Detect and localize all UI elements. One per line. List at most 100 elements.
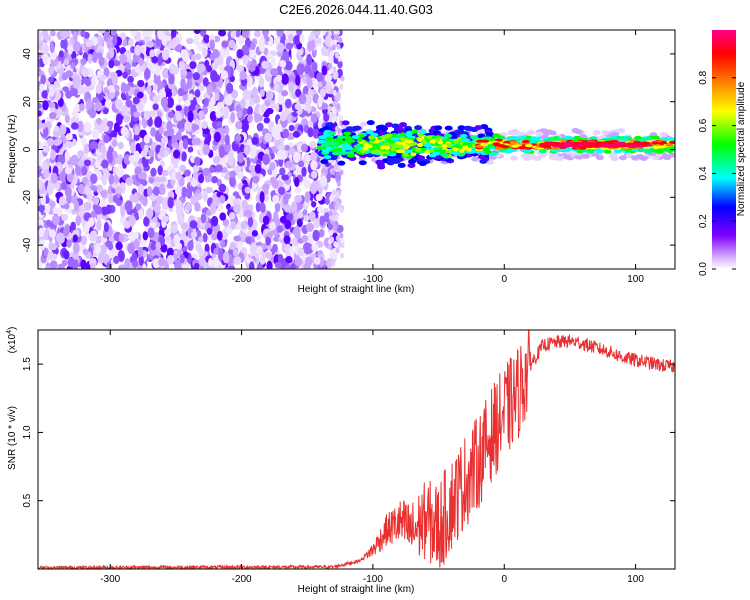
heatmap-cell xyxy=(190,54,197,62)
heatmap-cell xyxy=(228,149,234,160)
heatmap-cell xyxy=(331,117,336,124)
heatmap-cell xyxy=(103,107,109,115)
heatmap-cell xyxy=(264,251,272,259)
heatmap-cell xyxy=(63,250,70,260)
heatmap-cell xyxy=(109,130,118,138)
heatmap-cell xyxy=(89,141,98,150)
heatmap-cell xyxy=(266,90,274,101)
heatmap-cell xyxy=(306,103,312,114)
heatmap-cell xyxy=(38,227,45,238)
heatmap-cell xyxy=(175,171,182,181)
heatmap-cell xyxy=(159,183,166,195)
heatmap-cell xyxy=(471,156,480,162)
heatmap-cell xyxy=(353,144,362,149)
heatmap-cell xyxy=(49,50,57,61)
heatmap-cell xyxy=(152,94,161,102)
heatmap-cell xyxy=(351,126,360,132)
heatmap-cell xyxy=(92,96,100,104)
heatmap-cell xyxy=(80,136,87,147)
heatmap-cell xyxy=(276,42,285,53)
heatmap-cell xyxy=(198,247,205,259)
heatmap-cell xyxy=(319,88,326,98)
heatmap-cell xyxy=(116,165,124,178)
heatmap-cell xyxy=(109,71,118,79)
heatmap-cell xyxy=(285,160,294,168)
heatmap-cell xyxy=(95,235,103,244)
heatmap-cell xyxy=(104,99,112,108)
heatmap-cell xyxy=(129,30,138,37)
heatmap-cell xyxy=(104,169,110,180)
heatmap-cell xyxy=(251,136,259,145)
heatmap-cell xyxy=(42,54,50,65)
heatmap-cell xyxy=(535,131,544,137)
heatmap-cell xyxy=(317,96,323,108)
x-tick-label: -100 xyxy=(363,574,383,585)
heatmap-cell xyxy=(547,136,556,141)
heatmap-cell xyxy=(505,149,514,154)
heatmap-cell xyxy=(410,129,419,134)
heatmap-cell xyxy=(103,134,110,144)
heatmap-cell xyxy=(147,30,154,36)
heatmap-cell xyxy=(71,50,77,60)
heatmap-cell xyxy=(454,129,463,135)
heatmap-cell xyxy=(160,97,169,109)
heatmap-cell xyxy=(99,74,107,81)
heatmap-cell xyxy=(334,204,339,211)
heatmap-cell xyxy=(222,218,230,227)
heatmap-cell xyxy=(78,183,85,194)
heatmap-cell xyxy=(214,131,221,143)
heatmap-cell xyxy=(274,202,281,213)
heatmap-cell xyxy=(142,230,149,241)
heatmap-cell xyxy=(327,105,332,112)
heatmap-cell xyxy=(275,74,282,83)
heatmap-cell xyxy=(135,143,141,151)
heatmap-cell xyxy=(659,132,668,138)
heatmap-cell xyxy=(309,182,318,194)
heatmap-cell xyxy=(150,242,156,251)
heatmap-cell xyxy=(38,259,43,269)
heatmap-cell xyxy=(72,74,81,87)
heatmap-cell xyxy=(320,46,328,57)
heatmap-cell xyxy=(633,135,642,140)
heatmap-cell xyxy=(209,111,217,122)
heatmap-cell xyxy=(107,151,114,164)
heatmap-cell xyxy=(198,173,205,184)
heatmap-cell xyxy=(216,230,223,241)
heatmap-cell xyxy=(334,52,339,59)
heatmap-cell xyxy=(203,97,209,108)
heatmap-cell xyxy=(215,109,223,119)
heatmap-cell xyxy=(340,75,345,82)
heatmap-cell xyxy=(410,152,417,157)
heatmap-cell xyxy=(380,125,389,131)
heatmap-cell xyxy=(57,263,65,269)
heatmap-cell xyxy=(86,180,92,188)
heatmap-cell xyxy=(63,227,70,237)
heatmap-cell xyxy=(229,212,236,220)
heatmap-cell xyxy=(70,62,76,70)
heatmap-cell xyxy=(38,110,42,117)
heatmap-cell xyxy=(277,253,284,264)
heatmap-cell xyxy=(115,186,123,194)
heatmap-cell xyxy=(182,138,189,150)
heatmap-cell xyxy=(211,232,218,241)
heatmap-cell xyxy=(282,128,290,139)
heatmap-cell xyxy=(298,160,305,168)
heatmap-cell xyxy=(134,166,142,176)
heatmap-cell xyxy=(324,197,330,205)
heatmap-cell xyxy=(161,136,169,144)
heatmap-cell xyxy=(300,143,308,153)
y-tick-label: -40 xyxy=(22,237,33,252)
heatmap-cell xyxy=(618,142,629,146)
heatmap-cell xyxy=(552,142,563,146)
heatmap-cell xyxy=(340,242,345,249)
heatmap-cell xyxy=(489,152,498,157)
heatmap-cell xyxy=(270,68,279,77)
heatmap-cell xyxy=(423,143,432,148)
heatmap-cell xyxy=(230,111,236,124)
heatmap-cell xyxy=(312,229,320,242)
heatmap-cell xyxy=(284,144,291,151)
heatmap-cell xyxy=(334,164,339,171)
heatmap-cell xyxy=(241,30,250,38)
heatmap-cell xyxy=(256,263,263,269)
heatmap-cell xyxy=(77,84,86,95)
